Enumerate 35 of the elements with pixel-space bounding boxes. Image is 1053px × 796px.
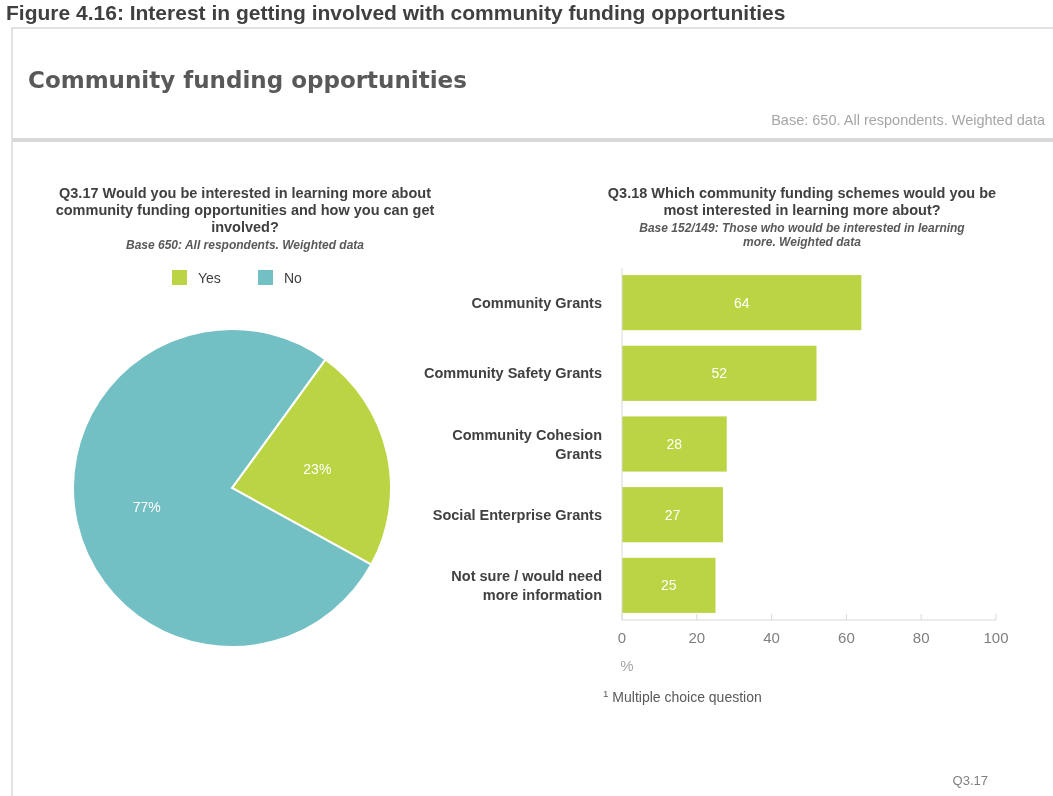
bar [622,345,817,401]
y-tick-label: Social Enterprise Grants [432,506,602,523]
chart-title: Q3.17 Would you be interested in learning more about community funding opportunities and how you can get involved? [55,185,435,235]
x-tick-label: 60 [838,629,855,646]
bar [622,487,723,543]
data-label: 77% [132,499,161,516]
x-tick-label: 40 [763,629,780,646]
legend-label: No [284,270,303,286]
text: Base: 650. All respondents. Weighted data [771,112,1046,128]
bar [622,275,862,331]
y-tick-label: Community Safety Grants [423,365,602,382]
chart-subtitle: Base 650: All respondents. Weighted data [125,238,365,252]
chart-subtitle: Base 152/149: Those who would be interested in learning more. Weighted data [639,221,966,249]
data-label: 64 [733,294,750,311]
caption: Figure 4.16: Interest in getting involved with community funding opportunities [6,1,786,24]
data-label: 52 [711,365,728,382]
x-tick-label: 100 [983,629,1009,646]
data-label: 25 [660,577,677,594]
x-tick-label: 20 [688,629,706,646]
x-axis-title: % [620,657,634,674]
y-tick-label: Community Grants [471,294,602,311]
data-label: 27 [664,506,681,523]
data-label: 23% [303,460,332,477]
bar [622,416,727,472]
bar [622,557,716,613]
text: $^{1}$ Multiple choice question [603,687,762,705]
y-tick-label: Community Cohesion Grants [452,426,602,462]
legend-label: Yes [198,270,221,286]
y-tick-label: Not sure / would need more information [451,567,602,603]
data-label: 28 [666,436,683,452]
chart-title: Q3.18 Which community funding schemes would you be most interested in learning more about? [607,185,997,218]
text: Community funding opportunities [28,67,467,93]
text: Q3.17 [952,773,988,788]
x-tick-label: 80 [912,629,930,646]
x-tick-label: 0 [617,629,627,646]
